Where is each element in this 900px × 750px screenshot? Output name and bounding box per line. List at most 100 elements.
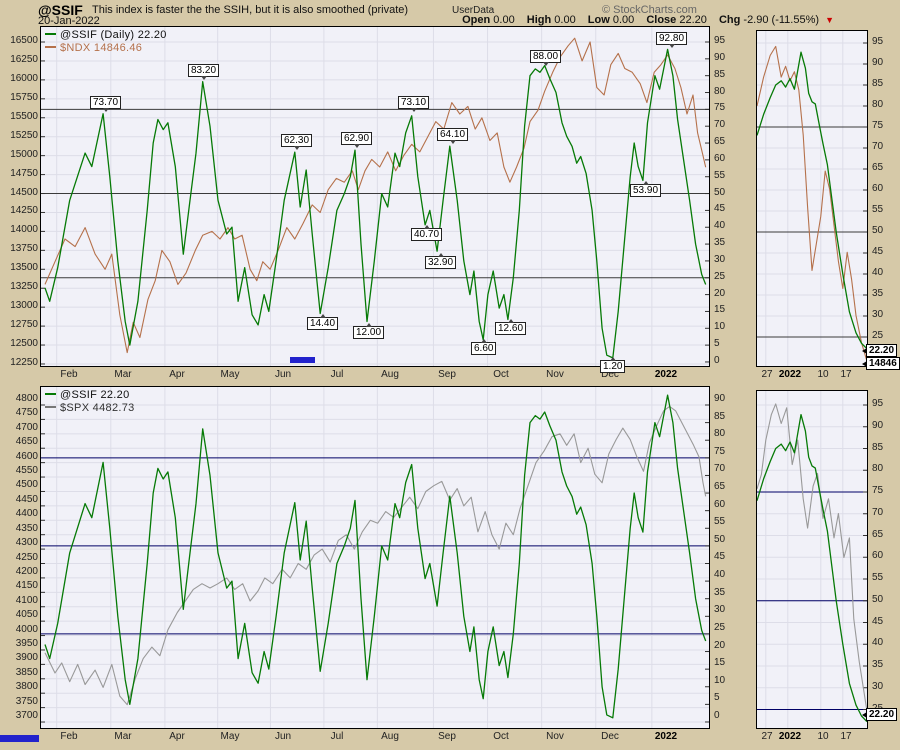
y-axis-label: 60 — [714, 499, 726, 510]
x-axis-label: Mar — [114, 369, 132, 380]
y-axis-label: 13000 — [10, 300, 38, 311]
y-axis-label: 80 — [714, 428, 726, 439]
open-label: Open — [462, 14, 491, 26]
series--ssif — [44, 394, 707, 719]
x-axis-label: Jun — [274, 731, 292, 742]
legend-spx: $SPX 4482.73 — [45, 402, 135, 415]
user-data-label: UserData — [452, 5, 495, 16]
x-axis-label: 10 — [817, 731, 829, 742]
y-axis-label: 75 — [714, 102, 726, 113]
y-axis-label: 4800 — [15, 393, 38, 404]
data-label: 62.90 — [341, 132, 373, 148]
y-axis-label: 15 — [714, 304, 726, 315]
y-axis-label: 4250 — [15, 552, 38, 563]
legend-ssif: @SSIF 22.20 — [45, 389, 135, 402]
y-axis-label: 40 — [872, 637, 884, 648]
y-axis-label: 65 — [872, 529, 884, 540]
y-axis-label: 25 — [872, 330, 884, 341]
y-axis-label: 95 — [872, 398, 884, 409]
ssif-line-swatch — [45, 32, 56, 35]
top-main-chart: @SSIF (Daily) 22.20 $NDX 14846.46 — [40, 26, 710, 367]
y-axis-label: 4100 — [15, 595, 38, 606]
p-bot-side-canvas — [757, 391, 867, 728]
y-axis-label: 75 — [714, 446, 726, 457]
y-axis-label: 14500 — [10, 187, 38, 198]
y-axis-label: 4150 — [15, 580, 38, 591]
y-axis-label: 12250 — [10, 357, 38, 368]
quote-line: Open 0.00 High 0.00 Low 0.00 Close 22.20… — [462, 14, 834, 26]
y-axis-label: 35 — [872, 288, 884, 299]
data-label: 88.00 — [530, 50, 562, 66]
y-axis-label: 4700 — [15, 422, 38, 433]
y-axis-label: 14000 — [10, 224, 38, 235]
y-axis-label: 35 — [714, 587, 726, 598]
p-top-side-canvas — [757, 31, 867, 366]
y-axis-label: 13500 — [10, 262, 38, 273]
y-axis-label: 65 — [714, 481, 726, 492]
y-axis-label: 40 — [872, 267, 884, 278]
data-label: 12.60 — [495, 319, 527, 335]
y-axis-label: 70 — [714, 463, 726, 474]
x-axis-label: Aug — [381, 369, 399, 380]
x-axis-label: Oct — [493, 369, 509, 380]
x-axis-label: 27 — [761, 369, 773, 380]
annotation-highlight-bottom — [0, 735, 39, 742]
quote-date: 20-Jan-2022 — [38, 15, 100, 27]
y-axis-label: 50 — [714, 187, 726, 198]
y-axis-label: 10 — [714, 675, 726, 686]
y-axis-label: 15250 — [10, 130, 38, 141]
data-label: 73.70 — [90, 96, 122, 112]
y-axis-label: 70 — [714, 119, 726, 130]
y-axis-label: 35 — [714, 237, 726, 248]
y-axis-label: 5 — [714, 338, 720, 349]
bottom-main-chart: @SSIF 22.20 $SPX 4482.73 — [40, 386, 710, 729]
y-axis-label: 15000 — [10, 149, 38, 160]
y-axis-label: 40 — [714, 569, 726, 580]
y-axis-label: 3900 — [15, 652, 38, 663]
x-axis-label: 2022 — [778, 369, 802, 380]
low-label: Low — [587, 14, 610, 26]
y-axis-label: 30 — [872, 681, 884, 692]
x-axis-label: 2022 — [654, 731, 678, 742]
y-axis-label: 4500 — [15, 479, 38, 490]
y-axis-label: 4450 — [15, 494, 38, 505]
x-axis-label: 17 — [840, 369, 852, 380]
x-axis-label: 10 — [817, 369, 829, 380]
y-axis-label: 30 — [714, 604, 726, 615]
x-axis-label: Dec — [601, 369, 619, 380]
y-axis-label: 20 — [714, 288, 726, 299]
y-axis-label: 3950 — [15, 638, 38, 649]
y-axis-label: 4200 — [15, 566, 38, 577]
y-axis-label: 85 — [872, 78, 884, 89]
y-axis-label: 70 — [872, 507, 884, 518]
y-axis-label: 45 — [714, 551, 726, 562]
x-axis-label: Jun — [274, 369, 292, 380]
annotation-highlight-top — [290, 357, 315, 363]
x-axis-label: Aug — [381, 731, 399, 742]
y-axis-label: 4600 — [15, 451, 38, 462]
y-axis-label: 35 — [872, 659, 884, 670]
x-axis-label: Jul — [330, 369, 344, 380]
y-axis-label: 13250 — [10, 281, 38, 292]
y-axis-label: 55 — [872, 204, 884, 215]
y-axis-label: 60 — [714, 153, 726, 164]
y-axis-label: 3850 — [15, 667, 38, 678]
y-axis-label: 85 — [714, 69, 726, 80]
last-value-tag: 22.20 — [861, 708, 898, 721]
y-axis-label: 80 — [872, 463, 884, 474]
y-axis-label: 90 — [872, 420, 884, 431]
y-axis-label: 60 — [872, 183, 884, 194]
data-label: 83.20 — [188, 64, 220, 80]
y-axis-label: 30 — [714, 254, 726, 265]
series--spx — [757, 403, 867, 712]
y-axis-label: 65 — [872, 162, 884, 173]
series--ssif — [757, 51, 867, 350]
data-label: 1.20 — [600, 357, 626, 373]
y-axis-label: 55 — [872, 572, 884, 583]
data-label: 6.60 — [471, 339, 497, 355]
data-label: 73.10 — [398, 96, 430, 112]
series--ndx — [757, 45, 867, 362]
series--ssif-daily- — [44, 48, 707, 359]
x-axis-label: Oct — [493, 731, 509, 742]
data-label: 40.70 — [411, 225, 443, 241]
